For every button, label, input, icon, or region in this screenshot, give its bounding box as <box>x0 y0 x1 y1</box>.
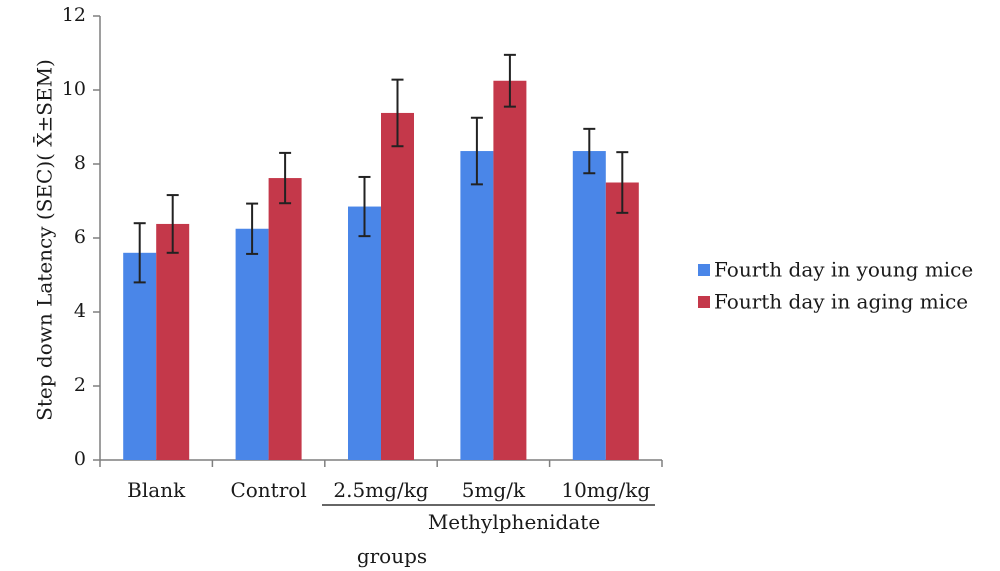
bars <box>123 53 639 461</box>
y-tick-label: 10 <box>62 78 86 100</box>
legend-swatch <box>698 264 710 276</box>
bar <box>460 151 494 461</box>
bar <box>493 80 527 460</box>
bar <box>572 151 606 461</box>
bar <box>348 206 381 460</box>
x-labels: Blank Control 2.5mg/kg 5mg/k 10mg/kg <box>127 478 650 502</box>
y-axis: 0 2 4 6 8 10 12 <box>62 4 101 470</box>
bar <box>381 112 414 460</box>
legend: Fourth day in young mice Fourth day in ag… <box>698 258 973 314</box>
legend-label: Fourth day in young mice <box>714 258 973 282</box>
legend-swatch <box>698 296 710 308</box>
x-category-label: 5mg/k <box>462 478 526 502</box>
y-tick-label: 0 <box>74 448 86 470</box>
y-tick-label: 4 <box>74 300 86 322</box>
y-tick-label: 6 <box>74 226 86 248</box>
x-category-label: 2.5mg/kg <box>333 478 428 502</box>
legend-label: Fourth day in aging mice <box>714 290 968 314</box>
bar <box>123 252 157 460</box>
group-label: Methylphenidate <box>428 510 600 534</box>
bar <box>235 228 269 460</box>
x-axis <box>99 459 663 467</box>
x-category-label: Control <box>230 478 306 502</box>
y-axis-label: Step down Latency (SEC)( X̄±SEM) <box>32 59 57 421</box>
bar <box>156 223 190 460</box>
x-axis-label: groups <box>357 544 427 568</box>
bar <box>605 182 639 460</box>
y-tick-label: 2 <box>74 374 86 396</box>
x-category-label: Blank <box>127 478 186 502</box>
y-tick-label: 8 <box>74 152 86 174</box>
y-tick-label: 12 <box>62 4 86 26</box>
bar <box>268 178 302 460</box>
x-category-label: 10mg/kg <box>561 478 650 502</box>
